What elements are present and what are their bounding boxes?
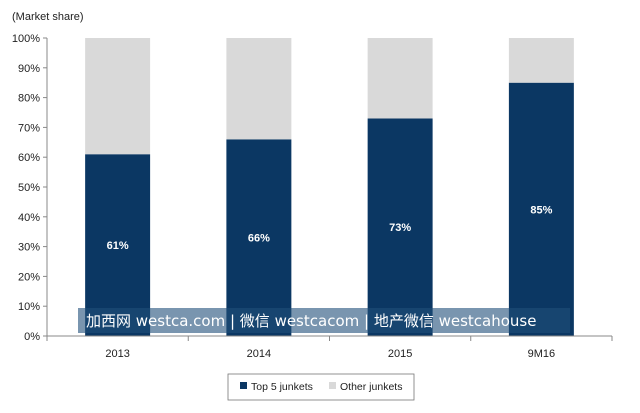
x-tick-label: 9M16 (528, 348, 556, 360)
legend-swatch (240, 382, 247, 389)
bar-top5-junkets (85, 154, 151, 336)
bar-value-label: 61% (107, 240, 129, 252)
y-tick-label: 70% (18, 122, 40, 134)
y-tick-label: 10% (18, 301, 40, 313)
bar-other-junkets (226, 38, 292, 140)
bar-other-junkets (508, 38, 574, 83)
watermark-background (78, 308, 570, 333)
bar-other-junkets (367, 38, 433, 119)
y-axis: 0% 10% 20% 30% 40% 50% 60% 70% 80% 90% 100% (12, 33, 48, 343)
y-tick-label: 100% (12, 33, 40, 45)
y-tick-label: 20% (18, 271, 40, 283)
bar-value-label: 66% (248, 233, 270, 245)
y-tick-label: 40% (18, 212, 40, 224)
watermark-banner: 加西网 westca.com | 微信 westcacom | 地产微信 wes… (78, 308, 570, 333)
y-tick-label: 80% (18, 93, 40, 105)
y-tick-label: 90% (18, 63, 40, 75)
legend-swatch (329, 382, 336, 389)
x-tick-label: 2014 (247, 348, 271, 360)
bar-other-junkets (85, 38, 151, 155)
legend: Top 5 junkets Other junkets (227, 373, 415, 401)
y-axis-unit-label: (Market share) (12, 11, 84, 23)
watermark-text: 加西网 westca.com | 微信 westcacom | 地产微信 wes… (86, 312, 536, 330)
bar-value-label: 85% (530, 204, 552, 216)
legend-box (227, 373, 415, 401)
x-axis: 2013 2014 2015 9M16 (46, 335, 613, 360)
data-labels-group: 61% 66% 73% 85% (107, 204, 553, 252)
x-tick-label: 2013 (105, 348, 129, 360)
y-tick-label: 30% (18, 242, 40, 254)
bars-group (85, 38, 574, 337)
legend-label: Other junkets (340, 381, 402, 393)
y-tick-label: 50% (18, 182, 40, 194)
y-tick-label: 0% (24, 331, 40, 343)
x-tick-label: 2015 (388, 348, 412, 360)
bar-top5-junkets (226, 139, 292, 336)
bar-value-label: 73% (389, 222, 411, 234)
y-tick-label: 60% (18, 152, 40, 164)
legend-label: Top 5 junkets (251, 381, 313, 393)
bar-top5-junkets (508, 82, 574, 336)
bar-top5-junkets (367, 118, 433, 337)
